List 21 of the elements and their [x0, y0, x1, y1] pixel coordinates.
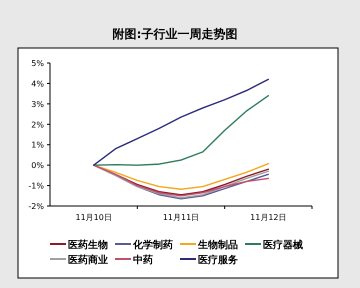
x-tick-label: 11月12日 [250, 213, 287, 222]
legend-label: 化学制药 [132, 239, 173, 251]
x-tick-label: 11月11日 [162, 213, 200, 222]
legend-label: 医疗服务 [198, 254, 238, 266]
y-tick-label: 0% [31, 161, 44, 170]
legend-label: 中药 [133, 254, 153, 266]
line-series [92, 78, 270, 166]
chart-title: 附图:子行业一周走势图 [112, 27, 238, 41]
y-tick-label: 5% [31, 59, 44, 68]
legend-label: 医疗器械 [263, 239, 303, 251]
y-tick-label: 4% [31, 79, 44, 88]
legend-label: 生物制品 [197, 239, 238, 251]
y-tick-label: -2% [28, 202, 44, 211]
legend-label: 医药商业 [68, 254, 108, 266]
y-tick-label: 1% [31, 140, 44, 150]
line-series [92, 94, 270, 166]
legend-label: 医药生物 [68, 239, 108, 251]
y-tick-label: 2% [31, 120, 44, 130]
y-tick-label: -1% [28, 182, 44, 191]
x-tick-label: 11月10日 [75, 213, 112, 222]
y-tick-label: 3% [31, 100, 44, 109]
